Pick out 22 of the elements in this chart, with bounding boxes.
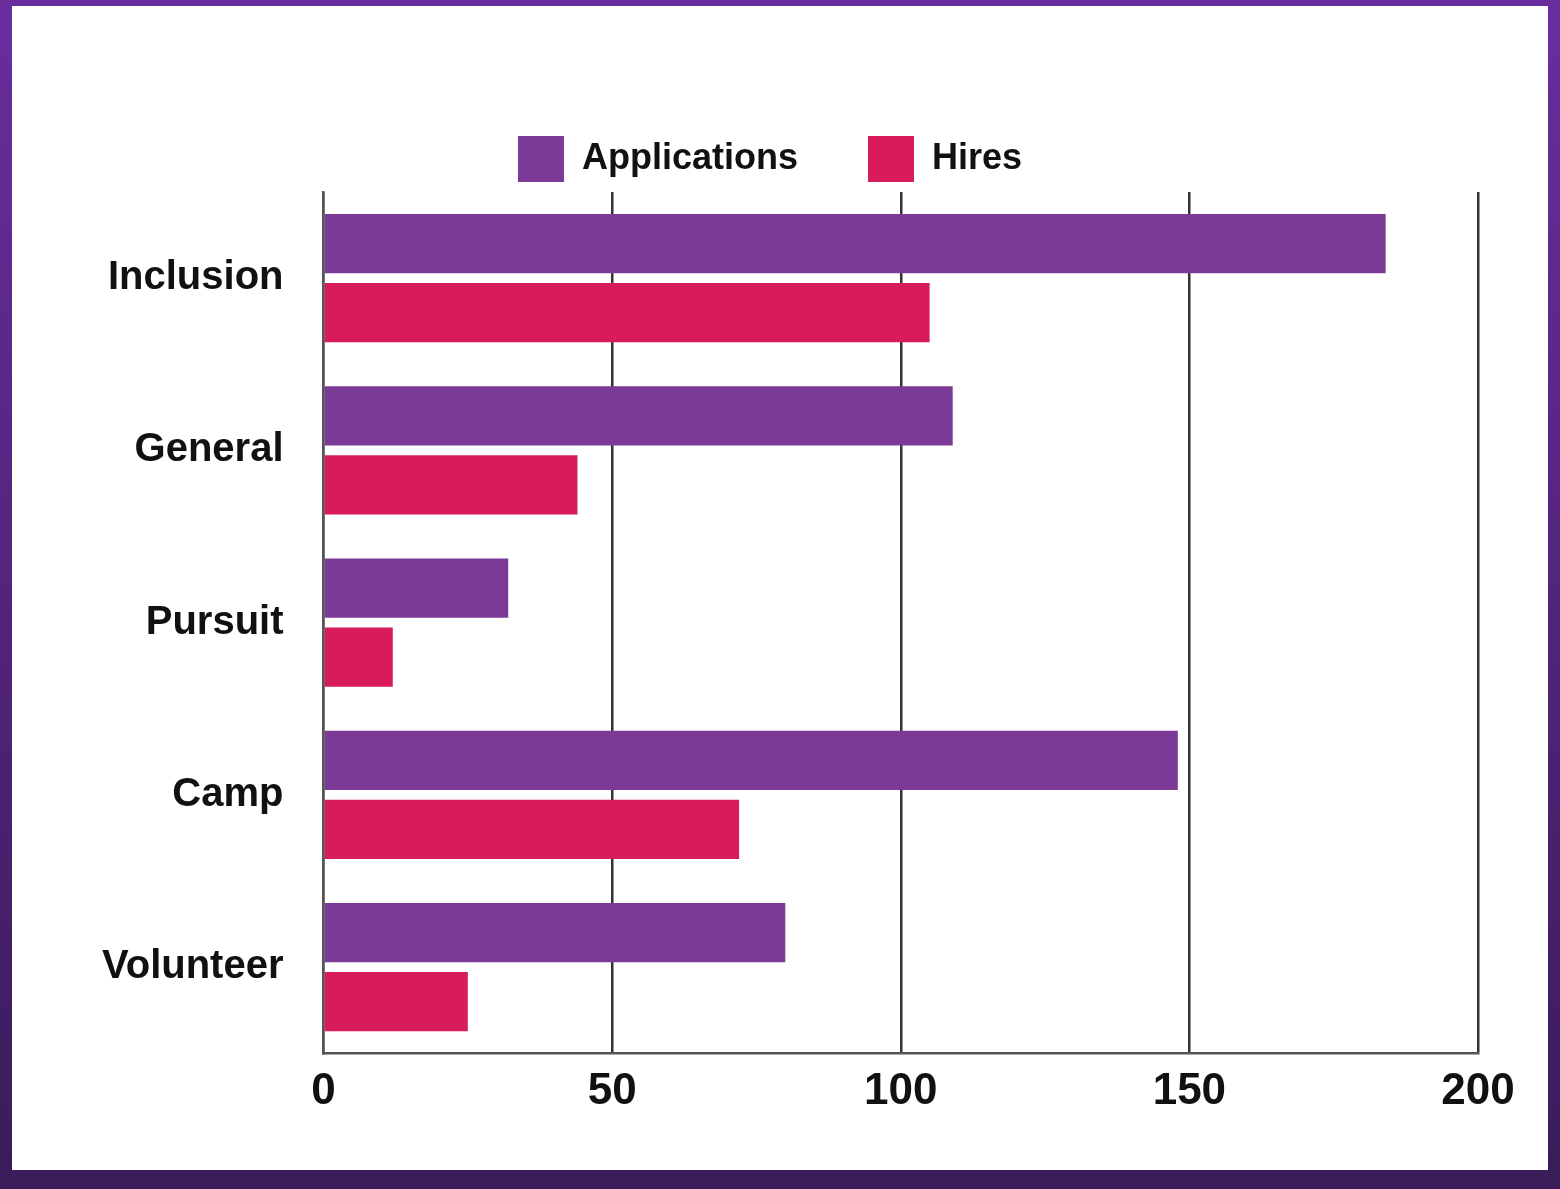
x-tick-label: 100	[864, 1063, 938, 1113]
bar	[324, 627, 393, 687]
y-tick-label: Camp	[172, 769, 284, 814]
bar	[324, 386, 953, 446]
bar	[324, 558, 509, 618]
legend-label: Hires	[931, 135, 1023, 177]
x-tick-label: 200	[1441, 1063, 1515, 1113]
y-tick-label: Volunteer	[101, 942, 284, 987]
x-tick-label: 150	[1152, 1063, 1227, 1113]
bar	[324, 214, 1386, 274]
bar	[324, 455, 578, 515]
bar	[324, 971, 468, 1032]
x-tick-label: 0	[311, 1063, 336, 1113]
bar	[324, 282, 930, 343]
bar	[324, 903, 786, 963]
x-tick-label: 50	[587, 1063, 637, 1113]
bar	[324, 799, 740, 859]
y-tick-label: Inclusion	[107, 253, 284, 298]
legend-label: Applications	[581, 135, 798, 177]
y-tick-label: General	[134, 425, 284, 470]
y-tick-label: Pursuit	[145, 597, 284, 642]
bar	[324, 730, 1178, 791]
